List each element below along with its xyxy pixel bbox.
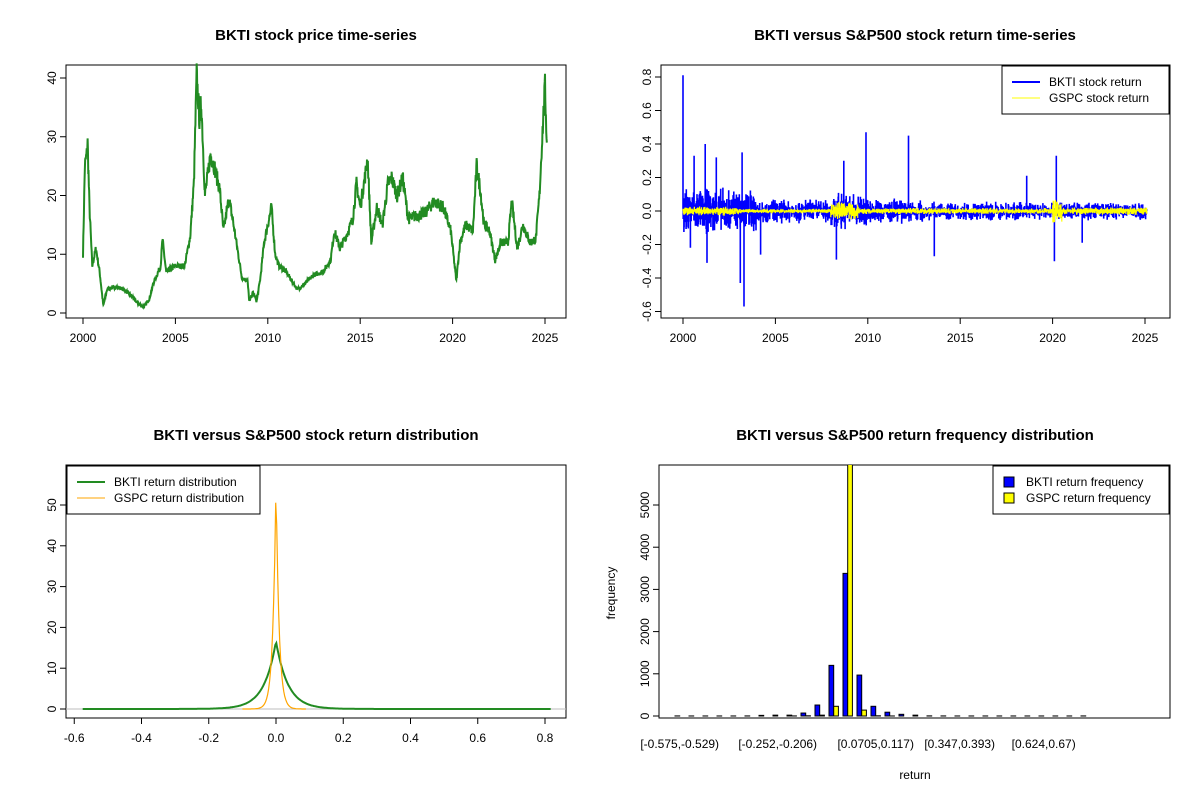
x-tick-label: 2000: [70, 331, 97, 345]
x-tick-label: [0.347,0.393): [924, 737, 995, 751]
bar-gspc: [847, 465, 853, 717]
x-tick-label: 2020: [439, 331, 466, 345]
y-tick-label: 0.2: [640, 169, 654, 186]
bar-bkti: [870, 705, 877, 717]
y-tick-label: 0.0: [640, 202, 654, 219]
legend-label: GSPC return distribution: [114, 491, 244, 505]
price-chart: BKTI stock price time-series 2000 2005 201…: [45, 27, 567, 345]
density-line-gspc: [242, 502, 306, 710]
legend-swatch-gspc: [1003, 492, 1015, 504]
bar-bkti: [800, 712, 807, 717]
bar-bkti: [758, 714, 765, 717]
y-tick-label: 10: [45, 247, 59, 261]
y-tick-label: -0.2: [640, 234, 654, 255]
y-axis-label: frequency: [604, 567, 618, 620]
y-tick-label: 50: [45, 498, 59, 512]
y-tick-label: -0.6: [640, 301, 654, 322]
legend-swatch-bkti: [1003, 476, 1015, 488]
y-tick-label: 3000: [638, 576, 652, 603]
bar-bkti: [884, 711, 891, 717]
x-tick-label: -0.4: [131, 731, 152, 745]
bar-bkti: [814, 704, 821, 717]
x-tick-label: 2025: [1132, 331, 1159, 345]
bar-bkti: [856, 674, 863, 717]
x-tick-label: -0.2: [198, 731, 219, 745]
x-tick-label: 2000: [670, 331, 697, 345]
y-tick-label: -0.4: [640, 267, 654, 288]
bar-bkti: [912, 714, 919, 717]
y-tick-label: 0.8: [640, 68, 654, 85]
x-tick-label: 2020: [1039, 331, 1066, 345]
y-tick-label: 10: [45, 661, 59, 675]
chart-title: BKTI versus S&P500 return frequency dist…: [736, 427, 1094, 444]
x-tick-label: 0.2: [335, 731, 352, 745]
y-tick-label: 20: [45, 189, 59, 203]
y-tick-label: 0: [45, 705, 59, 712]
x-tick-label: [0.624,0.67): [1012, 737, 1076, 751]
legend-box: [66, 465, 261, 515]
bar-gspc: [833, 705, 839, 717]
x-tick-label: [-0.252,-0.206): [738, 737, 817, 751]
x-tick-label: 2010: [854, 331, 881, 345]
y-tick-label: 40: [45, 539, 59, 553]
legend-label: GSPC return frequency: [1026, 491, 1151, 505]
y-tick-label: 40: [45, 71, 59, 85]
y-tick-label: 5000: [638, 491, 652, 518]
return-density-chart: BKTI versus S&P500 stock return distribu…: [45, 427, 567, 745]
x-tick-label: 0.8: [537, 731, 554, 745]
legend-label: GSPC stock return: [1049, 91, 1149, 105]
x-tick-label: 0.0: [268, 731, 285, 745]
chart-title: BKTI versus S&P500 stock return distribu…: [153, 427, 478, 444]
x-tick-label: -0.6: [64, 731, 85, 745]
y-tick-label: 30: [45, 130, 59, 144]
density-line-bkti: [82, 640, 551, 710]
bar-bkti: [842, 572, 849, 717]
bars: [674, 465, 1087, 717]
bar-bkti: [898, 713, 905, 717]
return-timeseries-chart: BKTI versus S&P500 stock return time-ser…: [640, 27, 1171, 345]
price-line: [82, 63, 548, 310]
bar-gspc: [819, 714, 825, 717]
legend-box: [1001, 65, 1170, 115]
y-tick-label: 1000: [638, 660, 652, 687]
x-tick-label: [-0.575,-0.529): [640, 737, 719, 751]
bar-bkti: [828, 664, 835, 717]
bar-bkti: [772, 714, 779, 717]
y-tick-label: 0.4: [640, 135, 654, 152]
x-tick-label: 2010: [254, 331, 281, 345]
chart-title: BKTI stock price time-series: [215, 27, 417, 44]
legend-label: BKTI return distribution: [114, 475, 237, 489]
legend-box: [992, 465, 1170, 515]
x-tick-label: 2025: [532, 331, 559, 345]
x-tick-label: 2015: [947, 331, 974, 345]
legend-label: BKTI return frequency: [1026, 475, 1143, 489]
y-tick-label: 0: [45, 309, 59, 316]
y-tick-label: 4000: [638, 534, 652, 561]
bar-bkti: [786, 714, 793, 717]
y-tick-label: 0.6: [640, 102, 654, 119]
y-tick-label: 2000: [638, 618, 652, 645]
x-tick-label: 2005: [762, 331, 789, 345]
y-tick-label: 20: [45, 620, 59, 634]
x-axis-label: return: [899, 768, 930, 782]
return-histogram-chart: BKTI versus S&P500 return frequency dist…: [604, 427, 1171, 782]
bar-gspc: [861, 709, 867, 717]
x-tick-label: [0.0705,0.117): [837, 737, 914, 751]
chart-title: BKTI versus S&P500 stock return time-ser…: [754, 27, 1076, 44]
plot-frame: [65, 64, 567, 319]
legend-label: BKTI stock return: [1049, 75, 1142, 89]
y-tick-label: 30: [45, 580, 59, 594]
x-tick-label: 2005: [162, 331, 189, 345]
x-tick-label: 0.6: [469, 731, 486, 745]
return-series-gspc: [682, 199, 1148, 223]
y-tick-label: 0: [638, 712, 652, 719]
x-tick-label: 0.4: [402, 731, 419, 745]
x-tick-label: 2015: [347, 331, 374, 345]
